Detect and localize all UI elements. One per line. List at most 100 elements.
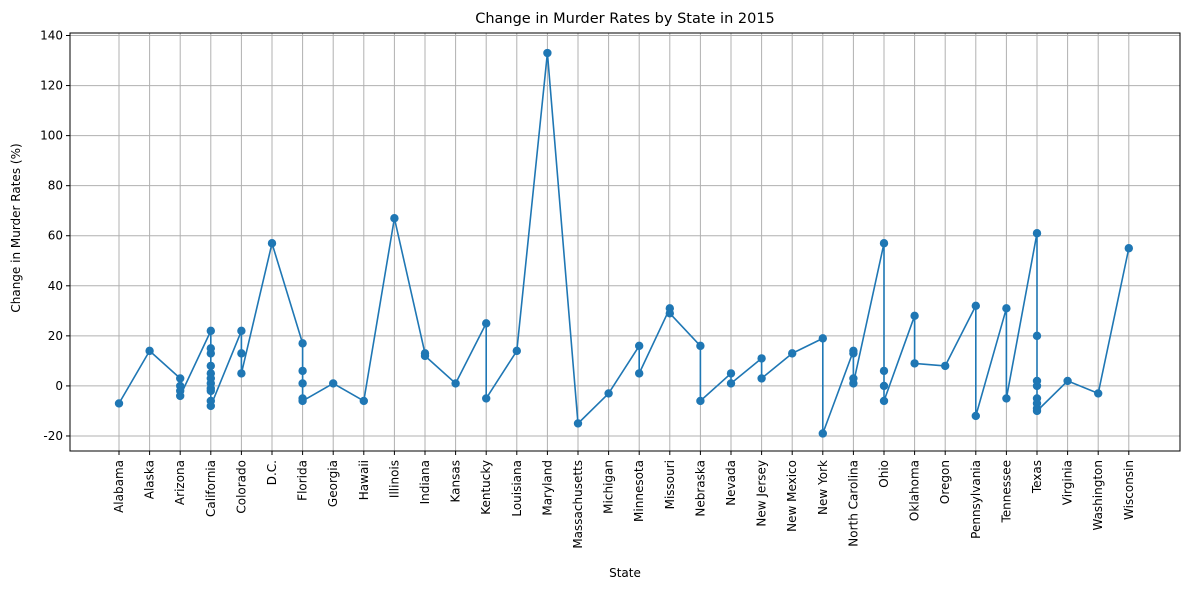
data-point: [298, 366, 307, 376]
x-tick-label-kentucky: Kentucky: [479, 460, 493, 515]
x-tick-label-washington: Washington: [1091, 460, 1105, 531]
data-point: [1032, 331, 1042, 341]
data-point: [971, 301, 980, 311]
x-tick-label-colorado: Colorado: [234, 460, 248, 514]
x-tick-label-hawaii: Hawaii: [357, 460, 371, 500]
x-tick-label-minnesota: Minnesota: [632, 460, 646, 522]
data-point: [512, 346, 521, 356]
data-point: [665, 309, 674, 318]
data-point: [818, 429, 827, 438]
x-tick-label-nevada: Nevada: [724, 460, 738, 506]
data-point: [757, 354, 766, 363]
y-axis-label: Change in Murder Rates (%): [9, 143, 23, 312]
data-point: [206, 401, 215, 411]
data-point: [696, 396, 705, 406]
data-point: [298, 379, 307, 388]
data-point: [176, 374, 185, 383]
x-tick-label-kansas: Kansas: [449, 460, 463, 502]
data-point: [879, 239, 889, 248]
y-tick-label-0: 0: [55, 379, 63, 393]
data-point: [359, 396, 368, 406]
y-tick-label-60: 60: [48, 229, 63, 243]
data-point: [482, 394, 491, 403]
grid-layer: [70, 33, 1180, 451]
data-point: [237, 349, 246, 358]
x-tick-label-georgia: Georgia: [326, 460, 340, 507]
y-tick-label-40: 40: [48, 279, 63, 293]
series-layer: [114, 48, 1134, 438]
x-tick-label-nebraska: Nebraska: [693, 460, 707, 517]
y-tick-label--20: -20: [43, 429, 63, 443]
x-tick-label-oregon: Oregon: [938, 460, 952, 504]
x-tick-label-tennessee: Tennessee: [999, 460, 1013, 524]
data-point: [635, 341, 644, 351]
x-tick-label-new-mexico: New Mexico: [785, 460, 799, 532]
y-tick-label-80: 80: [48, 179, 63, 193]
data-point: [696, 341, 705, 351]
data-point: [1002, 394, 1011, 403]
data-point: [114, 399, 124, 408]
data-point: [879, 396, 889, 406]
x-tick-label-pennsylvania: Pennsylvania: [969, 460, 983, 539]
y-tick-label-120: 120: [40, 79, 63, 93]
data-point: [1032, 406, 1042, 416]
data-point: [482, 319, 491, 328]
data-point: [849, 379, 858, 388]
data-point: [451, 379, 460, 388]
data-point: [788, 349, 797, 358]
data-point: [1063, 376, 1072, 386]
x-tick-label-missouri: Missouri: [663, 460, 677, 509]
data-point: [298, 396, 307, 406]
data-point: [1094, 389, 1103, 398]
x-tick-label-florida: Florida: [296, 460, 310, 501]
data-point: [971, 411, 980, 421]
data-point: [237, 326, 246, 336]
x-tick-label-new-york: New York: [816, 460, 830, 515]
data-point: [390, 214, 399, 223]
data-point: [206, 349, 215, 358]
data-point: [145, 346, 154, 356]
x-tick-label-louisiana: Louisiana: [510, 460, 524, 517]
chart-title: Change in Murder Rates by State in 2015: [475, 11, 775, 27]
data-point: [941, 361, 950, 371]
data-point: [879, 366, 889, 376]
data-point: [543, 48, 552, 58]
data-point: [910, 311, 919, 321]
x-tick-label-alabama: Alabama: [112, 460, 126, 513]
x-tick-label-north-carolina: North Carolina: [846, 460, 860, 547]
data-point: [237, 369, 246, 378]
y-tick-label-100: 100: [40, 129, 63, 143]
x-tick-label-massachusetts: Massachusetts: [571, 460, 585, 549]
data-point: [206, 386, 215, 396]
y-tick-label-140: 140: [40, 29, 63, 43]
data-point: [329, 379, 338, 388]
x-tick-label-virginia: Virginia: [1061, 460, 1075, 505]
data-point: [604, 389, 613, 398]
data-point: [176, 391, 185, 401]
plot-frame: [69, 32, 1181, 452]
data-point: [726, 369, 736, 378]
x-tick-label-ohio: Ohio: [877, 460, 891, 488]
data-point: [420, 351, 430, 361]
data-point: [849, 349, 858, 358]
data-point: [298, 339, 307, 348]
x-tick-label-new-jersey: New Jersey: [755, 460, 769, 527]
data-point: [1032, 381, 1042, 391]
x-tick-label-michigan: Michigan: [602, 460, 616, 514]
x-tick-label-arizona: Arizona: [173, 460, 187, 505]
x-tick-label-d-c: D.C.: [265, 460, 279, 485]
data-point: [910, 359, 919, 368]
x-tick-label-wisconsin: Wisconsin: [1122, 460, 1136, 520]
x-tick-label-oklahoma: Oklahoma: [908, 460, 922, 521]
x-tick-label-illinois: Illinois: [387, 460, 401, 498]
data-point: [1032, 229, 1042, 238]
x-tick-label-california: California: [204, 460, 218, 517]
data-point: [635, 369, 644, 378]
data-point: [206, 361, 215, 371]
x-tick-label-maryland: Maryland: [540, 460, 554, 516]
x-axis-label: State: [609, 566, 641, 580]
data-point: [1002, 304, 1011, 313]
data-point: [206, 326, 215, 336]
data-point: [757, 374, 766, 383]
